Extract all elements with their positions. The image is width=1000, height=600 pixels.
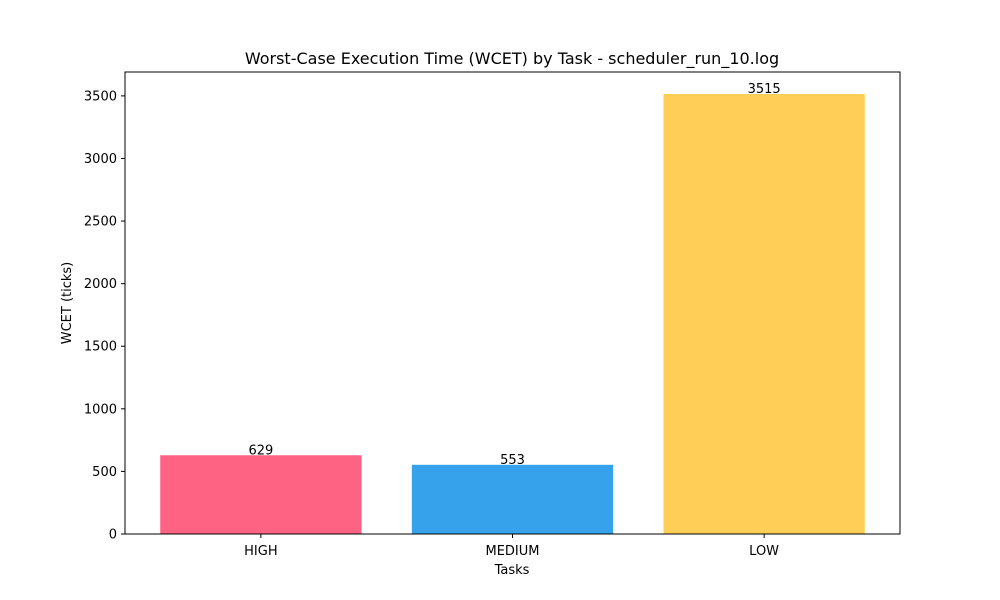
value-labels: 629 553 3515: [248, 82, 780, 468]
y-axis-ticks: 0 500 1000 1500 2000 2500 3000 3500: [84, 89, 125, 543]
bar-low: [663, 94, 865, 534]
bars-layer: [160, 94, 865, 534]
y-axis-label: WCET (ticks): [60, 262, 75, 345]
y-tick-label: 500: [92, 465, 117, 480]
chart-title: Worst-Case Execution Time (WCET) by Task…: [245, 49, 779, 69]
bar-high: [160, 455, 362, 534]
y-tick-label: 0: [109, 528, 117, 543]
y-tick-label: 1000: [84, 402, 117, 417]
bar-medium: [411, 464, 614, 534]
y-tick-label: 2500: [84, 215, 117, 230]
value-label-medium: 553: [500, 453, 525, 468]
y-tick-label: 3500: [84, 89, 117, 104]
value-label-low: 3515: [748, 82, 781, 97]
plot-frame: [124, 71, 901, 535]
y-tick-label: 1500: [84, 340, 117, 355]
y-tick-label: 3000: [84, 152, 117, 167]
x-tick-label: HIGH: [244, 544, 277, 559]
x-tick-label: LOW: [749, 544, 779, 559]
x-axis-label: Tasks: [494, 563, 530, 578]
y-tick-label: 2000: [84, 277, 117, 292]
x-tick-label: MEDIUM: [485, 544, 539, 559]
value-label-high: 629: [248, 443, 273, 458]
x-axis-ticks: HIGH MEDIUM LOW: [244, 534, 779, 559]
